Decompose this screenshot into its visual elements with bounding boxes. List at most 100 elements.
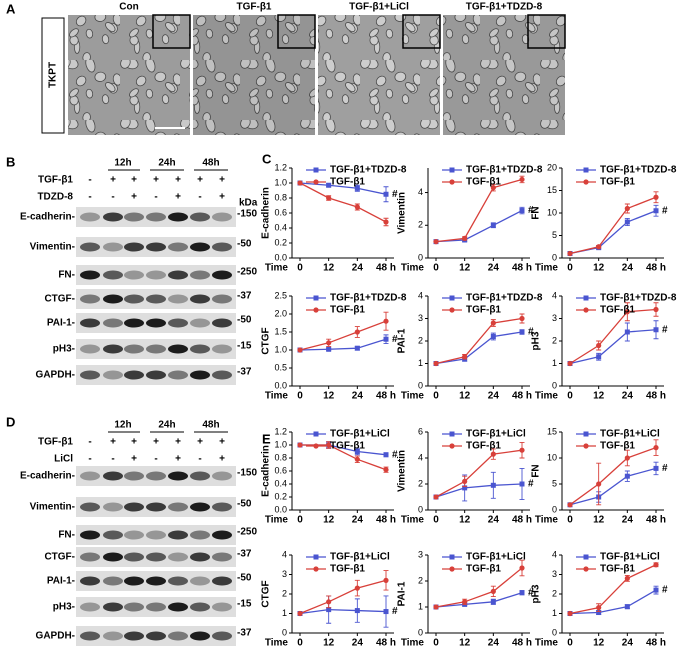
blot-band xyxy=(103,631,123,641)
y-tick-label: 1 xyxy=(552,608,557,618)
blot-band xyxy=(190,344,210,354)
blot-band xyxy=(168,576,188,586)
y-axis-label: Vimentin xyxy=(397,450,408,492)
y-axis-label: CTGF xyxy=(261,327,272,354)
blot-band xyxy=(190,602,210,612)
annotation: # xyxy=(662,205,668,216)
y-tick-label: 0.2 xyxy=(274,237,287,247)
data-point xyxy=(383,452,389,458)
x-tick-label: 24 xyxy=(352,638,364,649)
y-tick-label: 3 xyxy=(552,313,557,323)
y-axis-label: PAI-1 xyxy=(397,328,408,353)
blot-band xyxy=(168,212,188,222)
data-point xyxy=(519,176,525,183)
blot-band xyxy=(190,370,210,380)
y-tick-label: 2 xyxy=(552,588,557,598)
treatment-sign: - xyxy=(88,192,91,203)
y-tick-label: 1.2 xyxy=(274,426,287,436)
data-point xyxy=(490,222,496,228)
treatment-sign: + xyxy=(175,454,181,465)
annotation: # xyxy=(392,606,398,617)
x-tick-label: 24 xyxy=(488,638,500,649)
blot-band xyxy=(124,602,144,612)
x-axis-label: Time xyxy=(401,515,425,526)
data-point xyxy=(383,191,389,197)
data-point xyxy=(383,219,389,225)
column-title: TGF-β1 xyxy=(237,2,272,13)
panel-label: C xyxy=(262,151,272,166)
x-tick-label: 12 xyxy=(593,263,605,274)
data-point xyxy=(624,604,630,610)
x-tick-label: 12 xyxy=(593,391,605,402)
treatment-label: TGF-β1 xyxy=(38,437,73,448)
blot-band xyxy=(212,242,232,252)
blot-band xyxy=(212,576,232,586)
blot-band xyxy=(146,212,166,222)
blot-band xyxy=(80,370,100,380)
blot-band xyxy=(168,602,188,612)
x-tick-label: 48 h xyxy=(512,263,532,274)
y-axis-label: E-cadherin xyxy=(261,187,272,239)
blot-band xyxy=(103,471,123,481)
treatment-sign: + xyxy=(219,454,225,465)
data-point xyxy=(354,608,360,614)
legend-label: TGF-β1+LiCl xyxy=(600,552,660,563)
blot-band xyxy=(146,370,166,380)
treatment-sign: + xyxy=(153,437,159,448)
unit-label: kDa xyxy=(239,198,258,209)
data-point xyxy=(653,306,659,313)
x-tick-label: 24 xyxy=(488,263,500,274)
treatment-sign: + xyxy=(131,175,137,186)
series-line xyxy=(299,338,387,351)
y-tick-label: 0.8 xyxy=(274,192,287,202)
data-point xyxy=(490,482,496,488)
y-tick-label: 1 xyxy=(418,358,423,368)
panel-label: D xyxy=(6,414,15,429)
treatment-sign: + xyxy=(110,437,116,448)
blot-band xyxy=(124,212,144,222)
legend-label: TGF-β1 xyxy=(600,177,635,188)
y-tick-label: 0 xyxy=(552,627,557,637)
time-label: 24h xyxy=(158,420,175,431)
data-point xyxy=(519,329,525,335)
data-point xyxy=(653,208,659,214)
kda-label: -37 xyxy=(237,367,252,378)
series-line xyxy=(435,317,523,365)
legend-marker xyxy=(449,179,455,185)
protein-label: E-cadherin- xyxy=(20,212,75,223)
x-tick-label: 12 xyxy=(323,391,335,402)
data-point xyxy=(297,347,303,353)
blot-band xyxy=(80,552,100,562)
x-tick-label: 48 h xyxy=(646,263,666,274)
y-tick-label: 10 xyxy=(547,452,557,462)
legend-marker xyxy=(583,566,589,572)
series-line xyxy=(569,564,657,615)
treatment-sign: + xyxy=(175,175,181,186)
protein-label: GAPDH- xyxy=(36,631,75,642)
blot-band xyxy=(124,552,144,562)
legend-label: TGF-β1+TDZD-8 xyxy=(600,293,677,304)
blot-band xyxy=(103,552,123,562)
y-tick-label: 15 xyxy=(547,426,557,436)
y-tick-label: 0 xyxy=(418,627,423,637)
data-point xyxy=(354,449,360,454)
annotation: # xyxy=(392,449,398,460)
kda-label: -15 xyxy=(237,599,252,610)
legend-label: TGF-β1 xyxy=(466,564,501,575)
blot-band xyxy=(80,212,100,222)
y-tick-label: 4 xyxy=(552,290,557,300)
protein-label: E-cadherin- xyxy=(20,471,75,482)
micrograph xyxy=(68,15,190,135)
micrograph xyxy=(318,15,440,135)
blot-band xyxy=(146,502,166,512)
blot-band xyxy=(80,631,100,641)
legend-marker xyxy=(313,443,319,449)
kda-label: -50 xyxy=(237,315,252,326)
y-tick-label: 6 xyxy=(418,426,423,436)
data-point xyxy=(519,590,525,596)
blot-band xyxy=(146,242,166,252)
data-point xyxy=(653,327,659,333)
blot-band xyxy=(80,270,100,280)
y-tick-label: 3 xyxy=(418,549,423,559)
blot-band xyxy=(146,576,166,586)
